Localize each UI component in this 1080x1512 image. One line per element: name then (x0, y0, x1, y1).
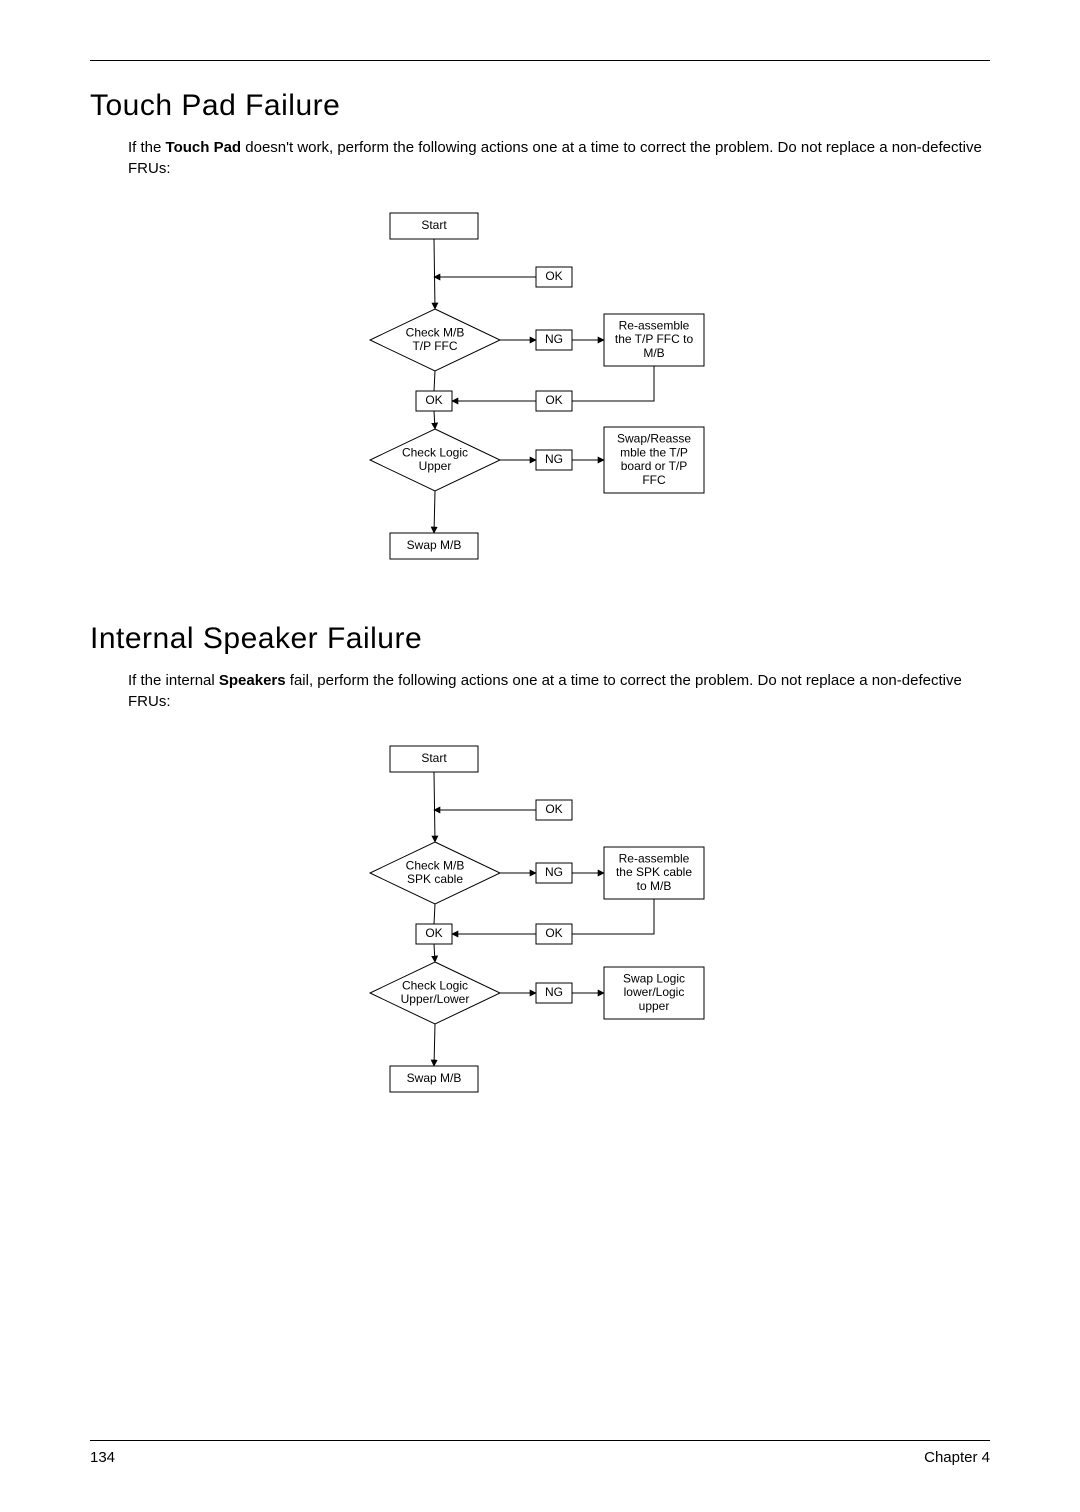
section1-intro: If the Touch Pad doesn't work, perform t… (128, 137, 990, 179)
svg-text:Upper/Lower: Upper/Lower (401, 992, 470, 1006)
flowchart-speaker-svg: Start OK Check M/BSPK cable NG Re-assembleth… (340, 736, 740, 1106)
section2-title: Internal Speaker Failure (90, 622, 990, 656)
svg-text:Check Logic: Check Logic (402, 978, 468, 992)
section1-intro-pre: If the (128, 139, 166, 156)
svg-text:SPK cable: SPK cable (407, 872, 463, 886)
svg-text:M/B: M/B (643, 346, 664, 360)
svg-text:Swap M/B: Swap M/B (407, 1071, 462, 1085)
svg-text:OK: OK (545, 802, 562, 816)
svg-text:NG: NG (545, 332, 563, 346)
svg-text:the SPK cable: the SPK cable (616, 865, 692, 879)
svg-text:OK: OK (545, 393, 562, 407)
svg-text:mble the T/P: mble the T/P (620, 445, 688, 459)
svg-text:OK: OK (545, 926, 562, 940)
svg-text:Start: Start (421, 751, 447, 765)
svg-text:Re-assemble: Re-assemble (619, 851, 690, 865)
svg-text:NG: NG (545, 452, 563, 466)
flowchart-touchpad: Start OK Check M/BT/P FFC NG Re-assemblethe … (90, 203, 990, 578)
footer-rule (90, 1440, 990, 1441)
svg-text:Check M/B: Check M/B (406, 858, 465, 872)
svg-text:Re-assemble: Re-assemble (619, 318, 690, 332)
svg-text:Swap Logic: Swap Logic (623, 971, 685, 985)
page-number: 134 (90, 1449, 115, 1466)
footer: 134 Chapter 4 (90, 1440, 990, 1466)
svg-text:OK: OK (425, 393, 442, 407)
svg-text:to M/B: to M/B (637, 879, 672, 893)
svg-text:board or T/P: board or T/P (621, 459, 687, 473)
svg-text:Check M/B: Check M/B (406, 325, 465, 339)
section2-intro: If the internal Speakers fail, perform t… (128, 670, 990, 712)
svg-text:Swap/Reasse: Swap/Reasse (617, 431, 691, 445)
chapter-label: Chapter 4 (924, 1449, 990, 1466)
page: Touch Pad Failure If the Touch Pad doesn… (0, 0, 1080, 1512)
svg-text:OK: OK (425, 926, 442, 940)
svg-text:upper: upper (639, 999, 670, 1013)
section1-intro-bold: Touch Pad (166, 139, 242, 156)
flowchart-touchpad-svg: Start OK Check M/BT/P FFC NG Re-assemblethe … (340, 203, 740, 573)
section2-intro-pre: If the internal (128, 672, 219, 689)
svg-text:Check Logic: Check Logic (402, 445, 468, 459)
section2-intro-bold: Speakers (219, 672, 286, 689)
svg-text:T/P FFC: T/P FFC (412, 339, 457, 353)
svg-text:FFC: FFC (642, 473, 666, 487)
svg-text:Upper: Upper (419, 459, 452, 473)
svg-text:NG: NG (545, 865, 563, 879)
footer-row: 134 Chapter 4 (90, 1449, 990, 1466)
flowchart-speaker: Start OK Check M/BSPK cable NG Re-assembleth… (90, 736, 990, 1111)
svg-text:Start: Start (421, 218, 447, 232)
svg-text:Swap M/B: Swap M/B (407, 538, 462, 552)
rule-top (90, 60, 990, 61)
section1-title: Touch Pad Failure (90, 89, 990, 123)
svg-text:the T/P FFC to: the T/P FFC to (615, 332, 694, 346)
svg-text:lower/Logic: lower/Logic (624, 985, 685, 999)
svg-text:OK: OK (545, 269, 562, 283)
section1-intro-post: doesn't work, perform the following acti… (128, 139, 982, 177)
svg-text:NG: NG (545, 985, 563, 999)
